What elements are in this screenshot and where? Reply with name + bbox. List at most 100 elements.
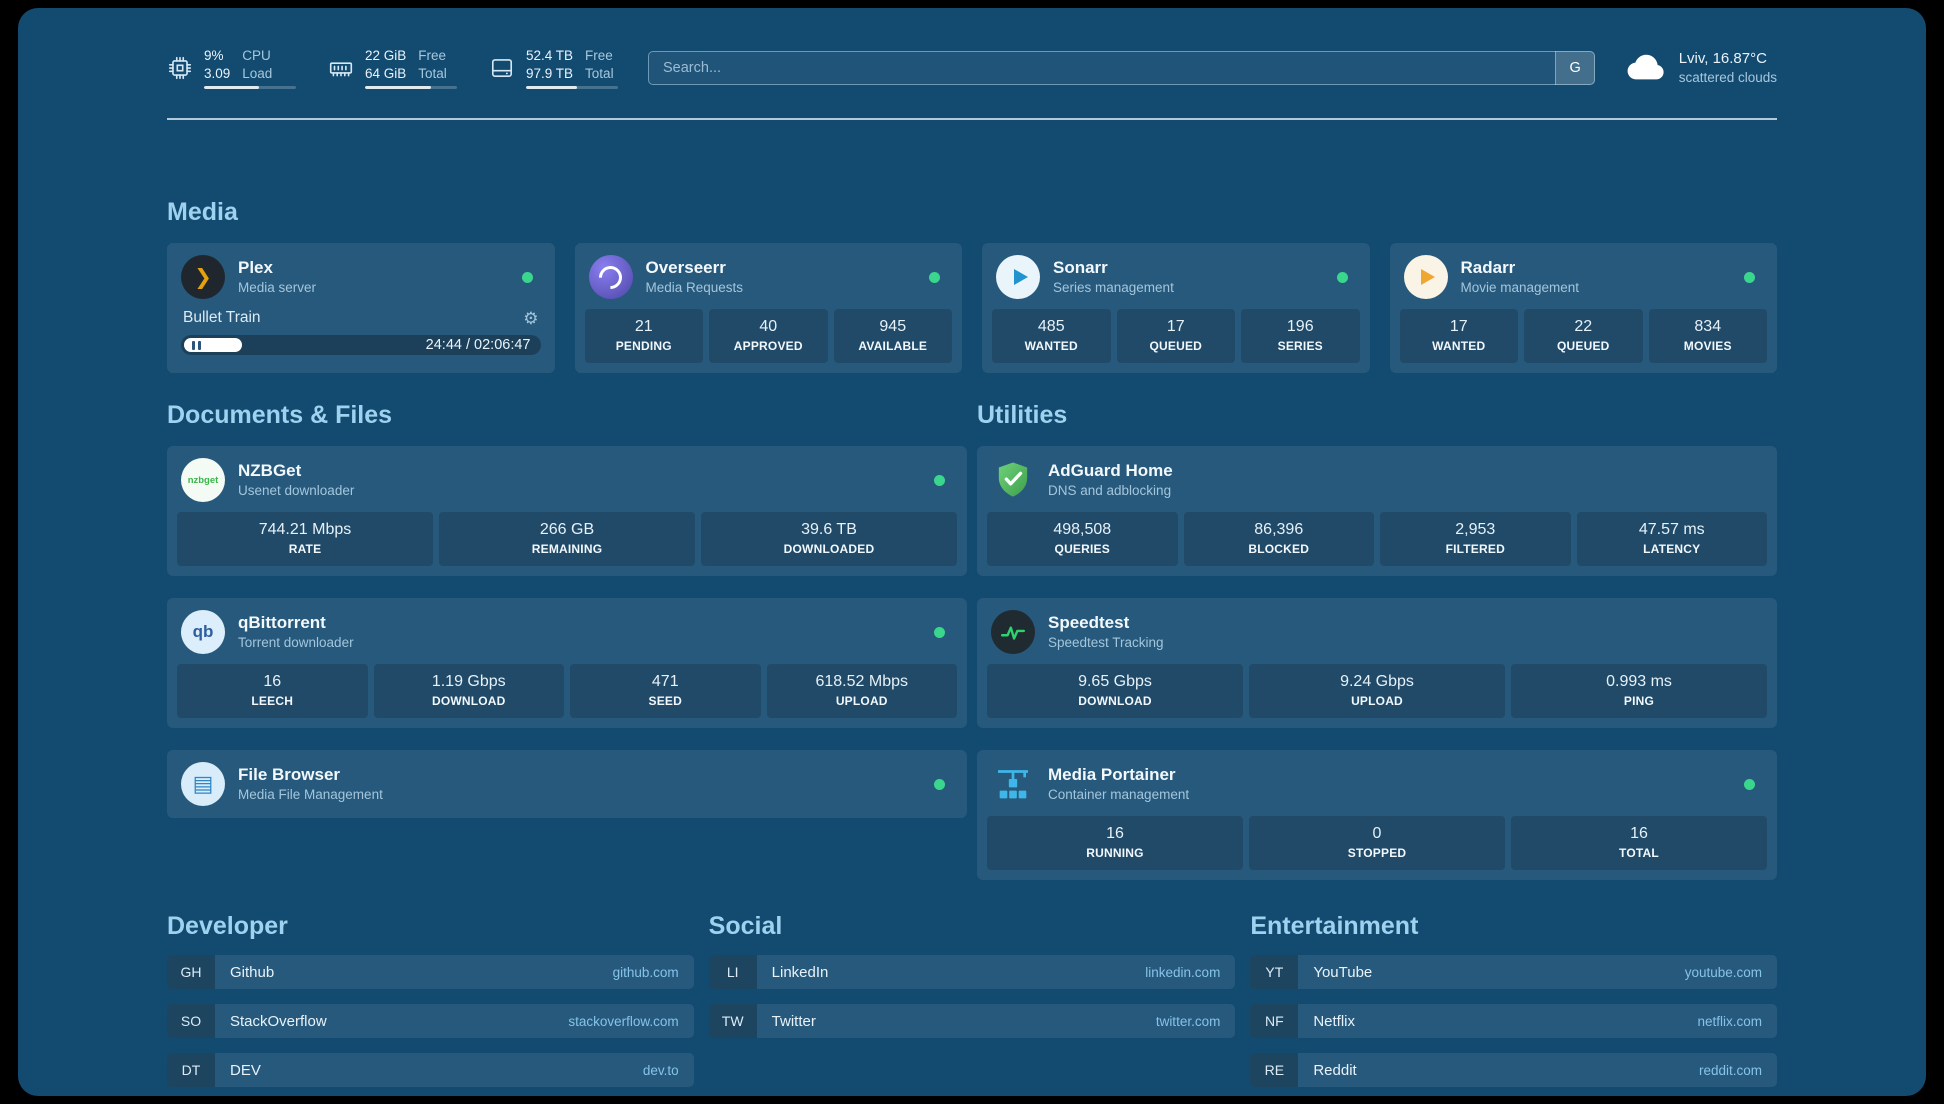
bookmark-dev[interactable]: DT DEV dev.to — [167, 1053, 694, 1087]
stat-label: AVAILABLE — [858, 339, 928, 353]
bookmark-linkedin[interactable]: LI LinkedIn linkedin.com — [708, 955, 1236, 989]
bookmark-reddit[interactable]: RE Reddit reddit.com — [1250, 1053, 1777, 1087]
speedtest-icon — [991, 610, 1035, 654]
bookmark-group-entertainment: Entertainment YT YouTube youtube.com NF … — [1250, 912, 1777, 1087]
service-subtitle: Container management — [1048, 787, 1190, 803]
bookmark-youtube[interactable]: YT YouTube youtube.com — [1250, 955, 1777, 989]
bookmark-abbr: RE — [1250, 1053, 1299, 1087]
stat-box: 834 MOVIES — [1648, 309, 1767, 363]
service-name: Plex — [238, 257, 273, 277]
stat-label: PING — [1623, 694, 1655, 708]
stat-value: 498,508 — [1053, 521, 1112, 538]
service-card-adguard[interactable]: AdGuard Home DNS and adblocking 498,508 … — [977, 446, 1777, 576]
stat-value: 266 GB — [539, 521, 595, 538]
now-playing-title: Bullet Train — [183, 309, 261, 326]
section-documents: Documents & Files NZBGet Usenet download… — [167, 401, 967, 818]
header-divider — [167, 118, 1777, 120]
service-subtitle: Media Requests — [645, 280, 744, 296]
stat-value: 0.993 ms — [1606, 673, 1672, 690]
weather-widget: Lviv, 16.87°C scattered clouds — [1625, 49, 1777, 87]
stat-label: LATENCY — [1643, 542, 1701, 556]
stat-label: LEECH — [251, 694, 294, 708]
bookmark-group-social: Social LI LinkedIn linkedin.com TW Twitt… — [708, 912, 1236, 1038]
stat-box: 498,508 QUERIES — [987, 512, 1178, 566]
status-online-dot — [934, 626, 945, 638]
stat-value: 39.6 TB — [801, 521, 857, 538]
bookmark-group-developer: Developer GH Github github.com SO StackO… — [167, 912, 694, 1087]
service-card-portainer[interactable]: Media Portainer Container management 16 … — [977, 750, 1777, 880]
stat-value: 471 — [651, 673, 679, 690]
search-input[interactable] — [648, 51, 1595, 85]
bookmark-netflix[interactable]: NF Netflix netflix.com — [1250, 1004, 1777, 1038]
service-name: File Browser — [238, 764, 341, 784]
service-name: Radarr — [1460, 257, 1516, 277]
stat-value: 485 — [1037, 318, 1065, 335]
bookmark-name: LinkedIn — [771, 963, 829, 981]
bookmark-group-title: Developer — [167, 912, 288, 940]
bookmark-name: YouTube — [1313, 963, 1373, 981]
sonarr-icon — [996, 255, 1040, 299]
service-card-speedtest[interactable]: Speedtest Speedtest Tracking 9.65 Gbps D… — [977, 598, 1777, 728]
top-bar: 9% 3.09 CPU Load — [167, 42, 1777, 94]
stat-label: MOVIES — [1683, 339, 1732, 353]
service-name: Media Portainer — [1048, 764, 1176, 784]
service-card-plex[interactable]: Plex Media server Bullet Train ⚙ 24:44 — [167, 243, 555, 373]
service-card-qbittorrent[interactable]: qBittorrent Torrent downloader 16 LEECH — [167, 598, 967, 728]
memory-label-top: Free — [418, 47, 447, 63]
stat-value: 47.57 ms — [1638, 521, 1705, 538]
memory-free: 22 GiB — [365, 47, 407, 63]
bookmark-name: Twitter — [771, 1012, 816, 1030]
service-name: Sonarr — [1053, 257, 1108, 277]
cloud-icon — [1625, 51, 1667, 86]
bookmark-abbr: LI — [708, 955, 757, 989]
service-card-nzbget[interactable]: NZBGet Usenet downloader 744.21 Mbps RAT… — [167, 446, 967, 576]
stat-box: 16 LEECH — [177, 664, 368, 718]
stat-box: 86,396 BLOCKED — [1183, 512, 1374, 566]
plex-icon — [181, 255, 225, 299]
memory-widget: 22 GiB 64 GiB Free Total — [328, 47, 457, 90]
nzbget-icon — [181, 458, 225, 502]
stat-label: REMAINING — [531, 542, 603, 556]
stat-value: 16 — [1106, 825, 1124, 842]
bookmark-domain: stackoverflow.com — [568, 1013, 679, 1029]
stat-value: 9.24 Gbps — [1340, 673, 1414, 690]
disk-progress-bar — [526, 86, 618, 90]
adguard-shield-icon — [991, 458, 1035, 502]
memory-progress-bar — [365, 86, 457, 90]
status-online-dot — [934, 778, 945, 790]
search-provider-button[interactable]: G — [1554, 51, 1595, 85]
service-name: Speedtest — [1048, 612, 1130, 632]
bookmark-abbr: GH — [167, 955, 215, 989]
service-subtitle: Movie management — [1460, 280, 1580, 296]
stat-box: 40 APPROVED — [709, 309, 828, 363]
stat-label: FILTERED — [1445, 542, 1505, 556]
service-name: Overseerr — [645, 257, 726, 277]
gear-icon[interactable]: ⚙ — [523, 308, 539, 328]
stat-value: 86,396 — [1254, 521, 1304, 538]
service-name: AdGuard Home — [1048, 460, 1173, 480]
stat-label: BLOCKED — [1248, 542, 1310, 556]
disk-free: 52.4 TB — [526, 47, 574, 63]
service-name: NZBGet — [238, 460, 302, 480]
weather-location: Lviv, 16.87°C — [1678, 49, 1767, 67]
stat-value: 21 — [634, 318, 653, 335]
service-card-filebrowser[interactable]: File Browser Media File Management — [167, 750, 967, 818]
service-subtitle: Media server — [238, 280, 317, 296]
service-subtitle: Torrent downloader — [238, 635, 354, 651]
service-card-overseerr[interactable]: Overseerr Media Requests 21 PENDING 40 A… — [574, 243, 962, 373]
cpu-widget: 9% 3.09 CPU Load — [167, 47, 296, 90]
stat-value: 744.21 Mbps — [258, 521, 352, 538]
service-card-radarr[interactable]: Radarr Movie management 17 WANTED 22 QUE… — [1389, 243, 1777, 373]
stat-value: 618.52 Mbps — [815, 673, 908, 690]
stat-value: 0 — [1372, 825, 1382, 842]
bookmark-github[interactable]: GH Github github.com — [167, 955, 694, 989]
stat-label: DOWNLOAD — [431, 694, 506, 708]
bookmark-name: Reddit — [1313, 1061, 1357, 1079]
bookmark-twitter[interactable]: TW Twitter twitter.com — [708, 1004, 1236, 1038]
playback-time: 24:44 / 02:06:47 — [425, 337, 531, 353]
stat-label: DOWNLOADED — [783, 542, 875, 556]
disk-widget: 52.4 TB 97.9 TB Free Total — [489, 47, 618, 90]
stat-value: 40 — [759, 318, 778, 335]
bookmark-stackoverflow[interactable]: SO StackOverflow stackoverflow.com — [167, 1004, 694, 1038]
service-card-sonarr[interactable]: Sonarr Series management 485 WANTED 17 Q… — [982, 243, 1370, 373]
